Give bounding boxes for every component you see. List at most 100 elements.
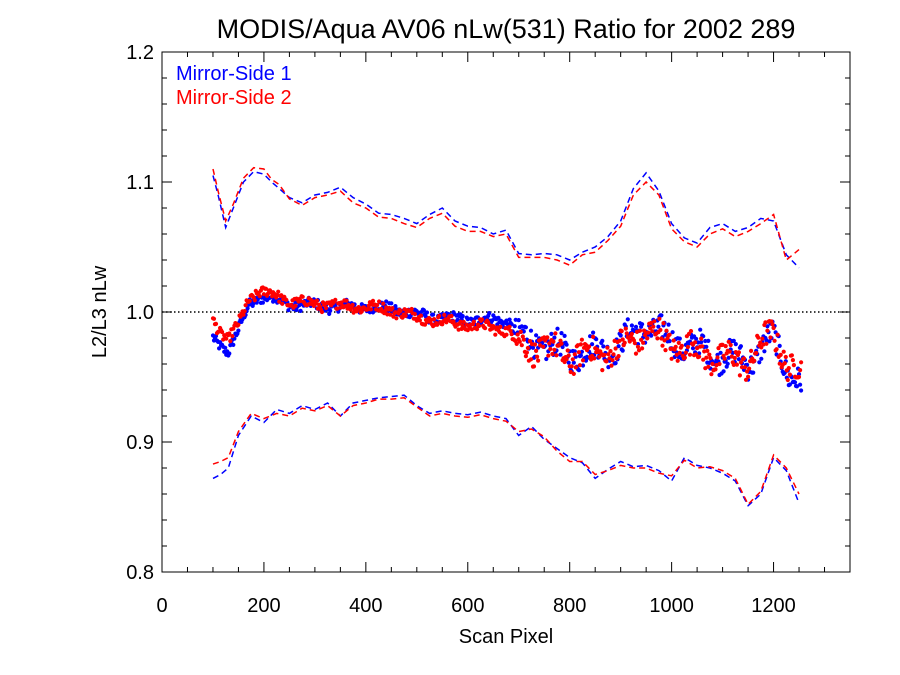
mirror-side-1-point xyxy=(751,370,756,375)
mirror-side-2-point xyxy=(293,303,298,308)
mirror-side-1-point xyxy=(738,344,744,349)
mirror-side-2-point xyxy=(685,344,691,350)
mirror-side-2-point xyxy=(568,369,573,375)
mirror-side-2-point xyxy=(442,312,447,318)
mirror-side-2-point xyxy=(679,343,684,348)
mirror-side-2-point xyxy=(514,341,519,346)
y-axis-label: L2/L3 nLw xyxy=(89,265,111,358)
mirror-side-1-point xyxy=(799,388,804,393)
mirror-side-1-point xyxy=(721,369,726,374)
mirror-side-2-point xyxy=(639,337,644,342)
mirror-side-2-point xyxy=(610,358,615,363)
mirror-side-1-point xyxy=(667,339,672,344)
mirror-side-1-point xyxy=(231,342,236,347)
mirror-side-1-point xyxy=(798,382,803,387)
mirror-side-2-point xyxy=(576,350,582,355)
mirror-side-2-point xyxy=(417,318,422,323)
y-tick-label: 1.2 xyxy=(126,42,154,64)
mirror-side-1-point xyxy=(421,308,426,313)
mirror-side-2-point xyxy=(765,328,770,333)
mirror-side-2-point xyxy=(759,345,764,350)
mirror-side-2-point xyxy=(708,356,713,361)
mirror-side-2-point xyxy=(682,355,688,360)
mirror-side-2-point xyxy=(732,355,737,361)
mirror-side-1-point xyxy=(455,317,460,322)
mirror-side-2-point xyxy=(554,353,559,358)
mirror-side-2-point xyxy=(458,319,463,324)
mirror-side-2-point xyxy=(789,353,795,358)
mirror-side-1-point xyxy=(566,360,571,365)
mirror-side-2-point xyxy=(736,350,742,355)
mirror-side-2-point xyxy=(370,298,376,303)
mirror-side-1-point xyxy=(677,336,682,341)
mirror-side-1-point xyxy=(328,308,333,313)
mirror-side-2-point xyxy=(606,352,611,357)
mirror-side-2-point xyxy=(381,301,386,306)
mirror-side-1-point xyxy=(690,346,696,351)
mirror-side-1-point xyxy=(698,327,703,332)
mirror-side-1-point xyxy=(327,311,332,316)
mirror-side-1-point xyxy=(718,350,723,355)
mirror-side-2-point xyxy=(652,319,657,324)
mirror-side-2-point xyxy=(705,348,710,353)
mirror-side-2-point xyxy=(747,366,752,371)
mirror-side-1-point xyxy=(578,353,584,358)
mirror-side-1-point xyxy=(384,299,389,304)
mirror-side-2-point xyxy=(646,330,651,335)
mirror-side-2-point xyxy=(412,311,417,317)
mirror-side-1-point xyxy=(694,336,699,341)
mirror-side-2-point xyxy=(531,364,537,369)
mirror-side-2-point xyxy=(515,332,520,337)
mirror-side-2-point xyxy=(687,352,693,357)
mirror-side-2-point xyxy=(754,350,759,356)
mirror-side-1-point xyxy=(245,306,250,311)
mirror-side-2-point xyxy=(790,358,796,363)
mirror-side-2-point xyxy=(519,343,524,348)
mirror-side-1-points xyxy=(210,290,804,393)
mirror-side-1-point xyxy=(640,322,645,327)
mirror-side-1-point xyxy=(703,338,708,344)
mirror-side-2-point xyxy=(636,348,642,353)
mirror-side-1-point xyxy=(260,300,265,305)
mirror-side-2-point xyxy=(344,298,349,303)
mirror-side-2-point xyxy=(713,367,718,372)
mirror-side-2-point xyxy=(534,348,539,353)
mirror-side-1-point xyxy=(487,311,492,316)
mirror-side-1-upper-bound-line xyxy=(212,170,800,269)
mirror-side-1-lower-bound-line xyxy=(212,394,800,507)
mirror-side-2-point xyxy=(566,353,571,358)
mirror-side-2-point xyxy=(658,327,663,333)
mirror-side-2-point xyxy=(228,339,233,344)
mirror-side-2-point xyxy=(664,328,669,333)
mirror-side-1-point xyxy=(576,368,582,373)
mirror-side-2-point xyxy=(627,339,632,344)
x-tick-label: 800 xyxy=(553,595,586,617)
y-tick-label: 0.8 xyxy=(126,562,154,584)
mirror-side-1-point xyxy=(625,317,630,322)
mirror-side-1-point xyxy=(571,360,576,365)
mirror-side-2-point xyxy=(798,368,803,373)
mirror-side-1-point xyxy=(777,343,782,348)
mirror-side-2-point xyxy=(742,365,748,370)
mirror-side-2-point xyxy=(781,349,786,354)
mirror-side-1-point xyxy=(792,380,798,385)
mirror-side-2-point xyxy=(579,337,585,342)
mirror-side-2-point xyxy=(461,319,466,325)
mirror-side-2-point xyxy=(699,336,704,341)
mirror-side-1-point xyxy=(613,361,618,366)
mirror-side-2-point xyxy=(451,319,456,324)
mirror-side-2-point xyxy=(785,377,790,383)
mirror-side-1-point xyxy=(534,333,539,338)
mirror-side-2-point xyxy=(709,372,714,377)
mirror-side-1-point xyxy=(294,307,299,313)
mirror-side-2-point xyxy=(700,344,705,349)
mirror-side-2-point xyxy=(394,316,399,321)
mirror-side-2-point xyxy=(527,339,533,344)
x-tick-label: 0 xyxy=(156,595,167,617)
mirror-side-1-point xyxy=(227,351,232,356)
mirror-side-2-point xyxy=(551,339,556,344)
mirror-side-2-point xyxy=(688,329,694,334)
mirror-side-2-point xyxy=(550,351,555,357)
mirror-side-2-point xyxy=(535,354,540,359)
